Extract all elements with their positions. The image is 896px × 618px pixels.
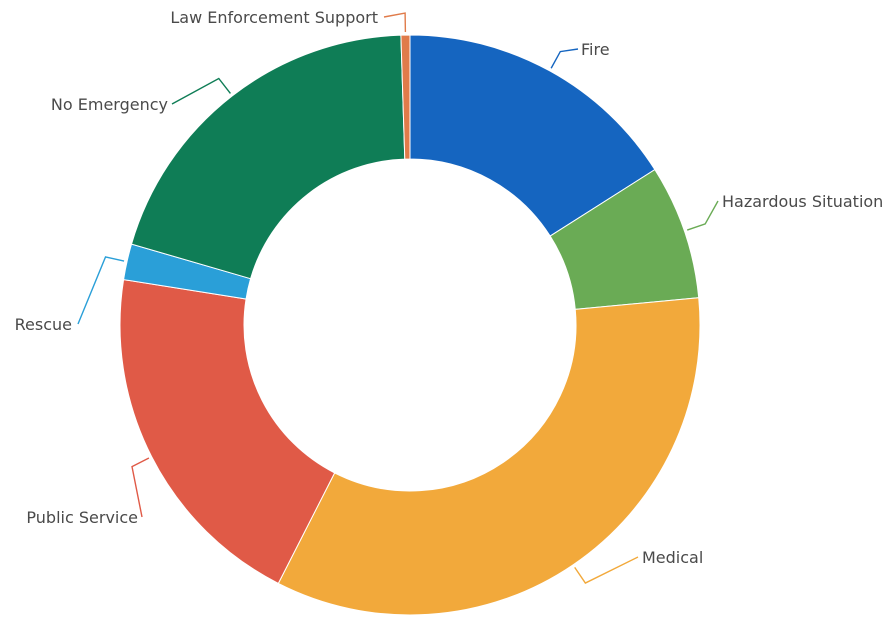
slice-medical xyxy=(277,297,701,616)
leader-line-public-service xyxy=(131,457,150,518)
slice-label-law-enforcement-support: Law Enforcement Support xyxy=(170,8,378,27)
leader-line-no-emergency xyxy=(171,77,231,105)
slice-label-medical: Medical xyxy=(642,548,703,567)
leader-line-law-enforcement-support xyxy=(383,12,407,33)
slice-label-fire: Fire xyxy=(581,40,610,59)
slice-label-hazardous-situation: Hazardous Situation xyxy=(722,192,883,211)
leader-line-hazardous-situation xyxy=(686,200,719,231)
slice-no-emergency xyxy=(130,34,406,280)
donut-slices xyxy=(119,34,701,616)
slice-label-no-emergency: No Emergency xyxy=(51,95,168,114)
slice-public-service xyxy=(119,279,336,585)
slice-labels: Fire Hazardous Situation Medical Public Ser… xyxy=(15,8,884,567)
leader-line-fire xyxy=(550,48,579,69)
leader-lines xyxy=(77,12,719,584)
slice-label-rescue: Rescue xyxy=(15,315,72,334)
leader-line-rescue xyxy=(77,256,125,325)
slice-law-enforcement-support xyxy=(400,34,411,160)
slice-fire xyxy=(409,34,656,237)
leader-line-medical xyxy=(574,556,639,584)
slice-label-public-service: Public Service xyxy=(26,508,138,527)
